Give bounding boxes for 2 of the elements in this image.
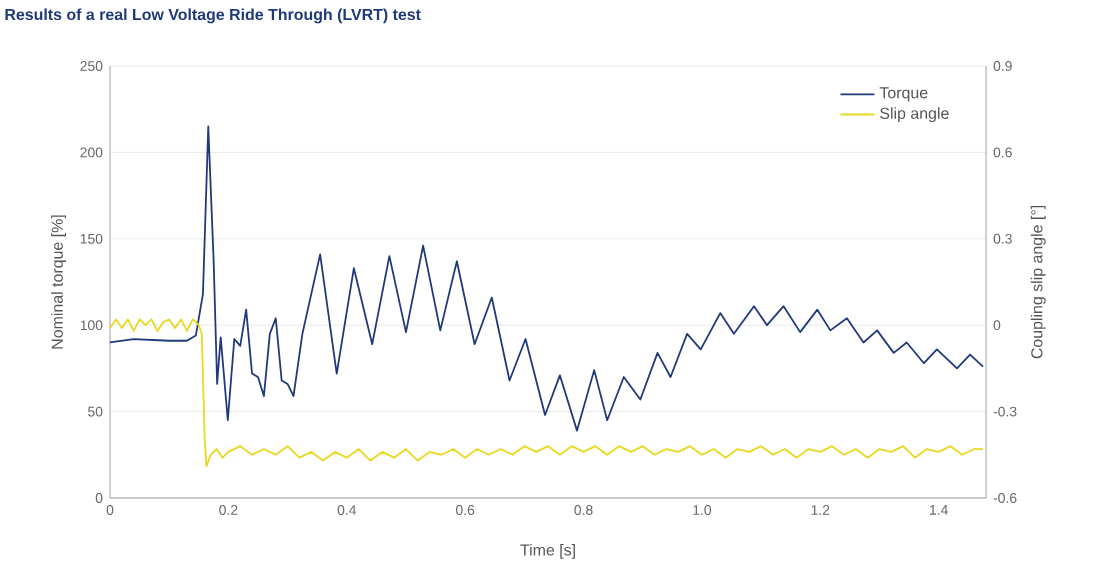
line-series xyxy=(109,125,984,432)
line-series xyxy=(109,318,984,468)
